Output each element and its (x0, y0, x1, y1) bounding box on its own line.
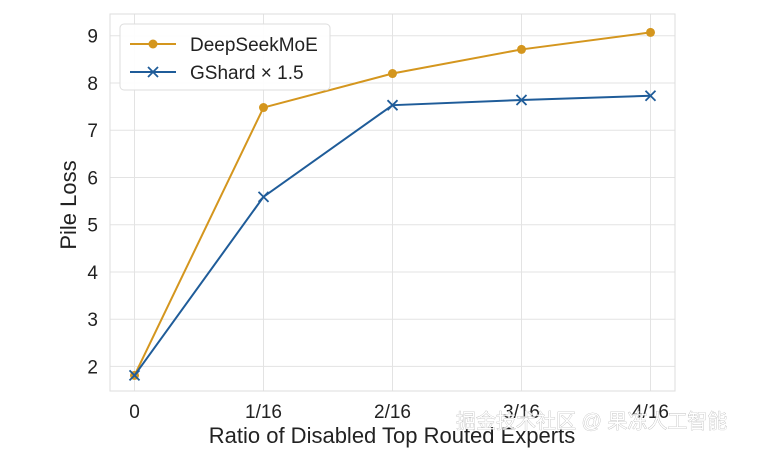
x-tick-label: 1/16 (245, 402, 282, 423)
data-point (388, 69, 397, 79)
legend-item: DeepSeekMoE (130, 35, 318, 56)
x-tick-label: 0 (129, 402, 140, 423)
x-axis-title: Ratio of Disabled Top Routed Experts (209, 423, 575, 448)
y-tick-label: 6 (87, 168, 98, 189)
data-point (515, 94, 528, 106)
data-point (645, 27, 655, 37)
legend-item: GShard × 1.5 (130, 63, 304, 84)
data-point (516, 44, 526, 54)
data-point (644, 90, 657, 102)
legend: DeepSeekMoE GShard × 1.5 (119, 23, 331, 91)
legend-marker (147, 66, 159, 78)
data-point (128, 369, 141, 382)
y-tick-label: 2 (87, 357, 98, 378)
legend-box (119, 23, 331, 91)
y-tick-label: 8 (87, 74, 98, 95)
legend-label: GShard × 1.5 (190, 63, 304, 84)
data-point (257, 191, 270, 203)
data-point (386, 99, 399, 111)
y-tick-label: 5 (87, 216, 98, 237)
series-gshard (128, 90, 657, 382)
series-layer (128, 27, 657, 382)
y-tick-label: 7 (87, 121, 98, 142)
watermark: 掘金技术社区 @ 果冻人工智能 (456, 410, 727, 433)
y-tick-label: 3 (87, 310, 98, 331)
x-tick-labels: 0 1/16 2/16 3/16 4/16 (129, 402, 669, 423)
data-point (259, 103, 269, 113)
y-tick-labels: 2 3 4 5 6 7 8 9 (87, 27, 98, 379)
legend-marker (148, 39, 158, 49)
x-tick-label: 4/16 (632, 402, 669, 423)
y-axis-title: Pile Loss (56, 160, 81, 249)
y-tick-label: 9 (87, 27, 98, 48)
y-tick-label: 4 (87, 263, 98, 284)
legend-label: DeepSeekMoE (190, 35, 318, 56)
x-tick-label: 3/16 (503, 402, 540, 423)
plot-frame (109, 13, 676, 392)
x-tick-label: 2/16 (374, 402, 411, 423)
